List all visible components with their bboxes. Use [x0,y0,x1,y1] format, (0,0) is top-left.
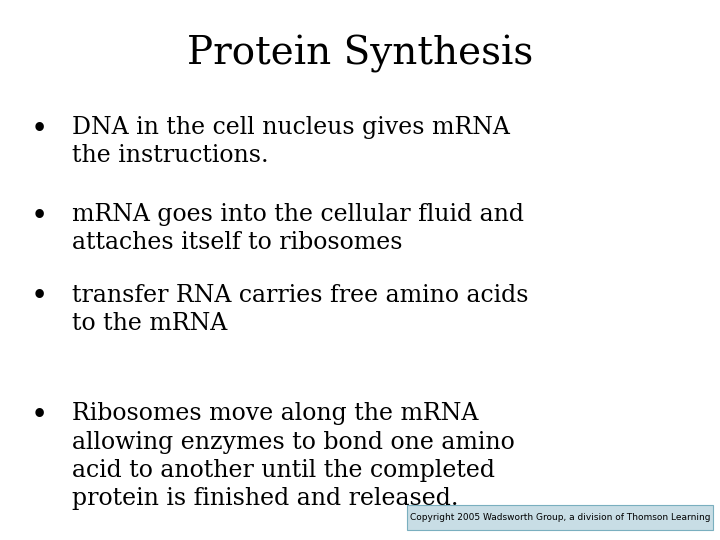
Text: •: • [31,284,48,312]
Text: DNA in the cell nucleus gives mRNA
the instructions.: DNA in the cell nucleus gives mRNA the i… [72,116,510,167]
Text: •: • [31,202,48,231]
FancyBboxPatch shape [407,505,713,530]
Text: mRNA goes into the cellular fluid and
attaches itself to ribosomes: mRNA goes into the cellular fluid and at… [72,202,524,254]
Text: •: • [31,402,48,430]
Text: •: • [31,116,48,144]
Text: transfer RNA carries free amino acids
to the mRNA: transfer RNA carries free amino acids to… [72,284,528,335]
Text: Copyright 2005 Wadsworth Group, a division of Thomson Learning: Copyright 2005 Wadsworth Group, a divisi… [410,514,711,522]
Text: Ribosomes move along the mRNA
allowing enzymes to bond one amino
acid to another: Ribosomes move along the mRNA allowing e… [72,402,515,510]
Text: Protein Synthesis: Protein Synthesis [187,35,533,73]
